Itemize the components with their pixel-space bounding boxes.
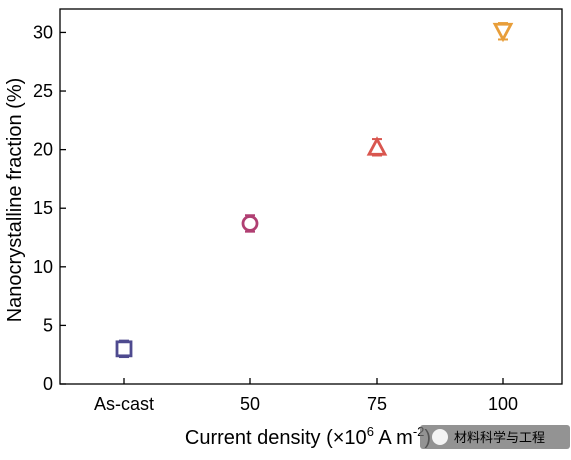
marker-circle <box>241 215 259 232</box>
y-axis-title: Nanocrystalline fraction (%) <box>4 78 26 323</box>
data-point <box>366 136 388 157</box>
marker-triangle-up <box>366 136 388 156</box>
wechat-icon <box>432 429 448 445</box>
y-axis: 0 5 10 15 20 25 30 <box>33 22 66 394</box>
x-tick-label: 75 <box>367 394 387 414</box>
marker-triangle-down <box>492 22 514 43</box>
x-axis: As-cast 50 75 100 <box>94 378 518 414</box>
data-point <box>115 339 133 359</box>
marker-square <box>115 340 133 358</box>
x-tick-label: As-cast <box>94 394 154 414</box>
x-tick-label: 50 <box>240 394 260 414</box>
y-tick-label: 20 <box>33 140 53 160</box>
x-axis-title: Current density (×106 A m-2) <box>185 424 431 449</box>
y-tick-label: 25 <box>33 81 53 101</box>
y-tick-label: 30 <box>33 22 53 42</box>
x-tick-label: 100 <box>488 394 518 414</box>
data-points <box>115 22 514 359</box>
y-tick-label: 5 <box>43 315 53 335</box>
y-tick-label: 15 <box>33 198 53 218</box>
plot-frame <box>59 8 563 385</box>
data-point <box>492 22 514 43</box>
data-point <box>241 214 259 233</box>
y-tick-label: 10 <box>33 257 53 277</box>
watermark-text: 材料科学与工程 <box>454 430 545 445</box>
watermark: 材料科学与工程 <box>420 425 570 449</box>
watermark-badge <box>420 425 570 449</box>
y-tick-label: 0 <box>43 374 53 394</box>
